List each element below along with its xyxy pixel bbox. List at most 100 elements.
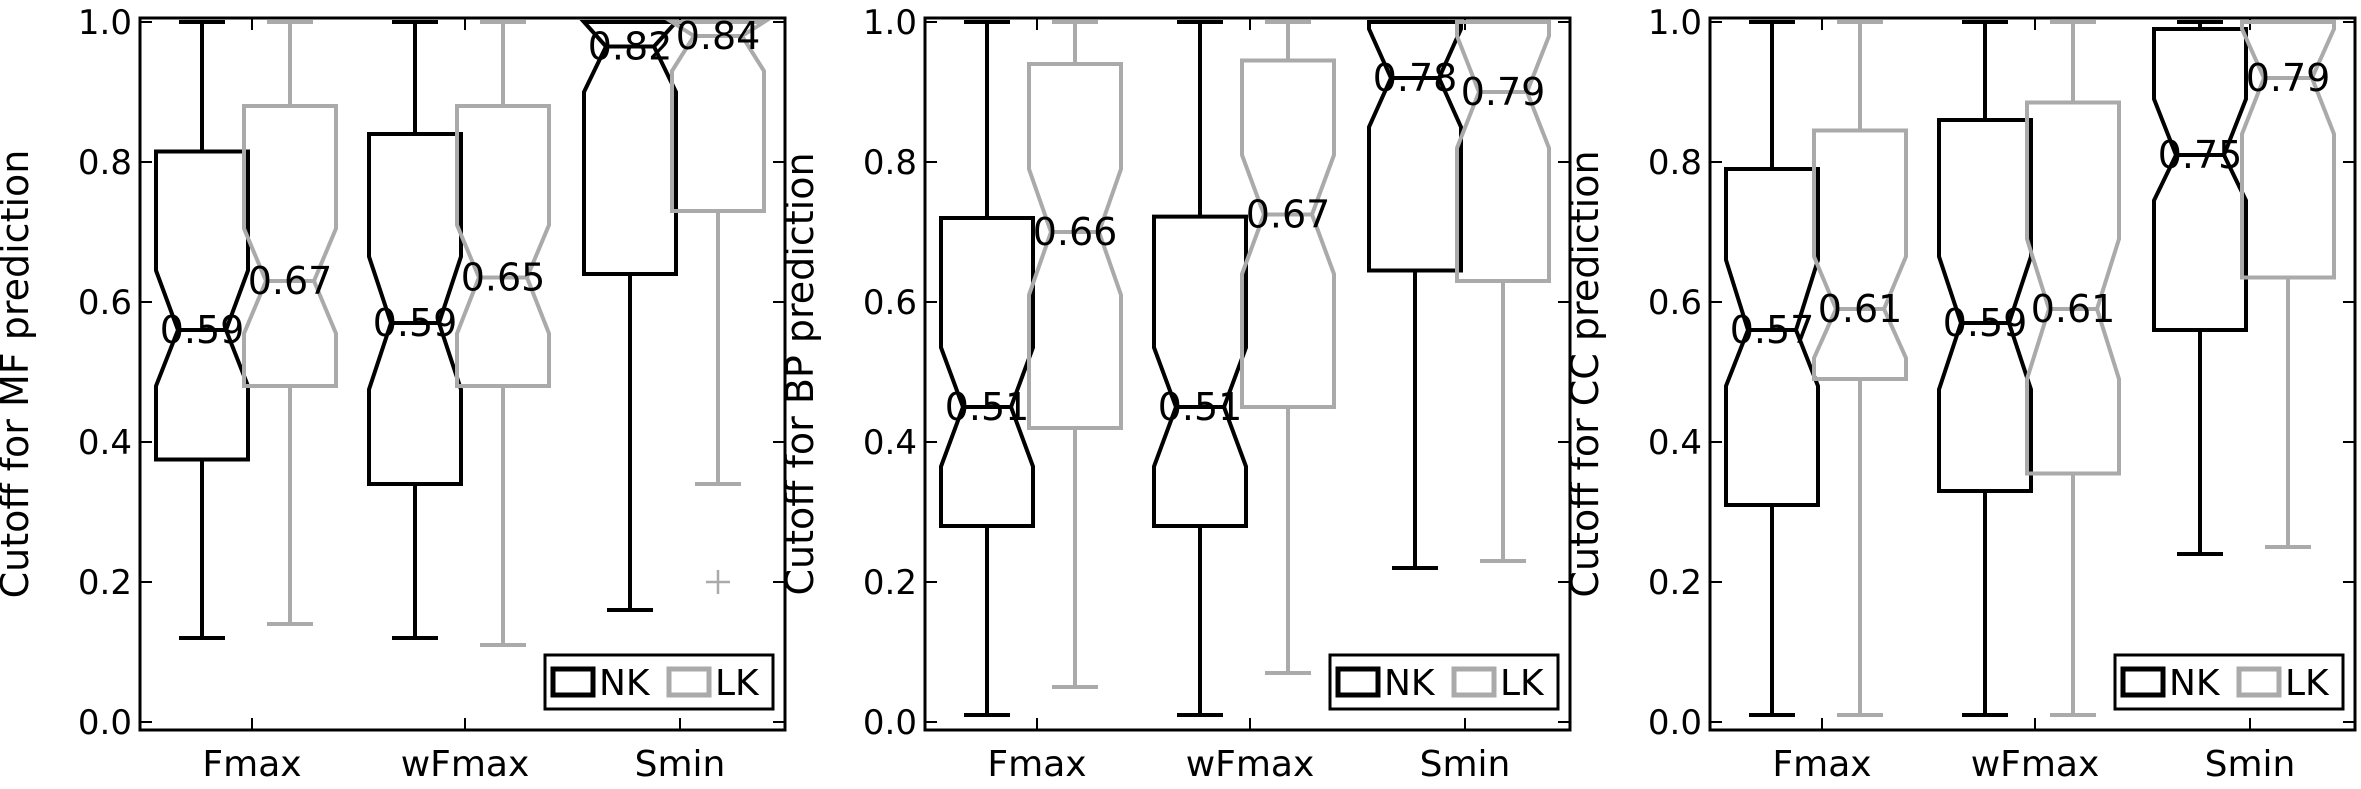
median-value-label: 0.61 <box>1818 287 1903 331</box>
x-category-label: wFmax <box>1186 744 1315 785</box>
box-body <box>2240 20 2336 280</box>
legend-frame <box>2113 653 2345 711</box>
box-lk-smin: 0.79 <box>2240 20 2336 549</box>
x-category-label: Fmax <box>1772 744 1871 785</box>
box-body <box>1240 58 1336 409</box>
box-body <box>1724 167 1820 507</box>
x-category-label: Smin <box>1420 744 1511 785</box>
legend-label-lk: LK <box>1500 663 1545 704</box>
legend-frame <box>543 653 775 711</box>
y-tick-label: 0.8 <box>1648 143 1702 183</box>
y-tick-label: 0.2 <box>1648 563 1702 603</box>
box-body <box>242 104 338 388</box>
legend-swatch-lk <box>666 666 712 698</box>
box-body <box>1027 62 1123 430</box>
box-nk-wfmax: 0.59 <box>1937 20 2033 717</box>
y-tick-label: 0.8 <box>863 143 917 183</box>
chart-panel-1: 0.0 0.2 0.4 0.6 0.8 1.0 Cutoff for MF predicti… <box>0 3 787 785</box>
legend-label-lk: LK <box>715 663 760 704</box>
legend: NK LK <box>2113 653 2345 711</box>
y-tick-label: 1.0 <box>863 3 917 43</box>
y-tick-label: 0.6 <box>78 283 132 323</box>
box-lk-fmax: 0.61 <box>1812 20 1908 717</box>
x-category-label: wFmax <box>1971 744 2100 785</box>
box-nk-smin: 0.82 <box>579 20 681 612</box>
y-tick-label: 0.4 <box>1648 423 1702 463</box>
median-value-label: 0.51 <box>945 385 1030 429</box>
x-category-label: Smin <box>2205 744 2296 785</box>
y-axis-label: Cutoff for MF prediction <box>0 150 37 599</box>
box-body <box>939 216 1035 528</box>
x-category-label: Smin <box>635 744 726 785</box>
box-body <box>367 132 463 486</box>
box-body <box>154 149 250 462</box>
chart-panel-2: 0.0 0.2 0.4 0.6 0.8 1.0 Cutoff for BP predicti… <box>778 3 1572 785</box>
y-tick-label: 1.0 <box>78 3 132 43</box>
box-lk-fmax: 0.67 <box>242 20 338 626</box>
legend-swatch-nk <box>550 666 596 698</box>
median-value-label: 0.66 <box>1033 210 1118 254</box>
box-body <box>2025 100 2121 476</box>
median-value-label: 0.59 <box>373 301 458 345</box>
y-tick-label: 0.6 <box>1648 283 1702 323</box>
y-axis-label: Cutoff for BP prediction <box>778 152 822 595</box>
median-value-label: 0.79 <box>2246 56 2331 100</box>
legend-label-nk: NK <box>2169 663 2221 704</box>
y-tick-label: 0.8 <box>78 143 132 183</box>
legend-frame <box>1328 653 1560 711</box>
box-body <box>1937 118 2033 493</box>
box-nk-smin: 0.75 <box>2152 20 2248 556</box>
legend: NK LK <box>543 653 775 711</box>
legend-swatch-nk <box>2120 666 2166 698</box>
box-lk-wfmax: 0.61 <box>2025 20 2121 717</box>
legend: NK LK <box>1328 653 1560 711</box>
box-nk-wfmax: 0.51 <box>1152 20 1248 717</box>
box-body <box>1455 20 1551 283</box>
legend-swatch-nk <box>1335 666 1381 698</box>
box-lk-wfmax: 0.65 <box>455 20 551 647</box>
box-body <box>665 20 771 213</box>
box-body <box>2152 27 2248 332</box>
box-nk-smin: 0.78 <box>1367 20 1463 570</box>
median-value-label: 0.79 <box>1461 70 1546 114</box>
y-tick-label: 1.0 <box>1648 3 1702 43</box>
x-category-label: Fmax <box>987 744 1086 785</box>
y-tick-label: 0.6 <box>863 283 917 323</box>
y-tick-label: 0.4 <box>863 423 917 463</box>
median-value-label: 0.57 <box>1730 308 1815 352</box>
median-value-label: 0.78 <box>1373 56 1458 100</box>
box-lk-smin: 0.84 <box>665 14 771 594</box>
median-value-label: 0.67 <box>1246 193 1331 237</box>
y-tick-label: 0.2 <box>78 563 132 603</box>
box-lk-wfmax: 0.67 <box>1240 20 1336 675</box>
y-tick-label: 0.0 <box>78 703 132 743</box>
median-value-label: 0.65 <box>461 256 546 300</box>
legend-swatch-lk <box>2236 666 2282 698</box>
plot-frame <box>1708 16 2357 732</box>
box-nk-fmax: 0.57 <box>1724 20 1820 717</box>
box-body <box>1812 128 1908 381</box>
box-nk-wfmax: 0.59 <box>367 20 463 640</box>
y-tick-label: 0.0 <box>1648 703 1702 743</box>
median-value-label: 0.51 <box>1158 385 1243 429</box>
median-value-label: 0.75 <box>2158 133 2243 177</box>
median-value-label: 0.82 <box>588 25 673 69</box>
box-nk-fmax: 0.51 <box>939 20 1035 717</box>
box-body <box>1152 214 1248 528</box>
y-axis-label: Cutoff for CC prediction <box>1563 150 1607 597</box>
median-value-label: 0.84 <box>676 14 761 58</box>
legend-label-nk: NK <box>1384 663 1436 704</box>
y-tick-label: 0.2 <box>863 563 917 603</box>
legend-label-nk: NK <box>599 663 651 704</box>
median-value-label: 0.61 <box>2031 287 2116 331</box>
box-nk-fmax: 0.59 <box>154 20 250 640</box>
y-tick-label: 0.0 <box>863 703 917 743</box>
chart-panel-3: 0.0 0.2 0.4 0.6 0.8 1.0 Cutoff for CC predicti… <box>1563 3 2357 785</box>
plot-frame <box>138 16 787 732</box>
x-category-label: Fmax <box>202 744 301 785</box>
median-value-label: 0.67 <box>248 259 333 303</box>
median-value-label: 0.59 <box>160 308 245 352</box>
y-tick-label: 0.4 <box>78 423 132 463</box>
box-lk-smin: 0.79 <box>1455 20 1551 563</box>
